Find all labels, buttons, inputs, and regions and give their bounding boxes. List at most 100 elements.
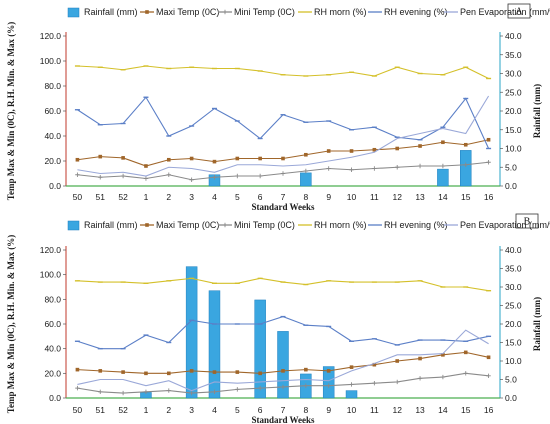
data-point-marker: [166, 172, 171, 177]
data-point-marker: [463, 350, 468, 355]
x-tick-label: 5: [235, 192, 240, 202]
rainfall-bar: [300, 172, 312, 187]
right-tick-label: 40.0: [505, 245, 522, 255]
legend-swatch-rainfall: [67, 220, 80, 231]
panel-tag-box: [507, 3, 531, 19]
data-point-marker: [372, 147, 377, 152]
rainfall-bar: [185, 266, 198, 399]
x-tick-label: 11: [370, 192, 379, 202]
legend-label: Rainfall (mm): [84, 220, 138, 230]
left-axis-label: Temp Max & Min (0C), R.H. Min. & Max (%): [6, 235, 16, 413]
legend-swatch-marker: [222, 9, 228, 15]
left-tick-label: 20.0: [44, 368, 61, 378]
data-point-marker: [395, 379, 400, 385]
right-tick-label: 25.0: [505, 87, 522, 97]
x-tick-label: 1: [144, 192, 149, 202]
right-tick-label: 20.0: [505, 106, 522, 116]
legend-label: Maxi Temp (0C): [156, 7, 219, 17]
right-tick-label: 35.0: [505, 50, 522, 60]
right-tick-label: 15.0: [505, 125, 522, 135]
data-point-marker: [418, 356, 422, 361]
data-point-marker: [98, 389, 103, 395]
data-point-marker: [463, 162, 468, 167]
x-tick-label: 7: [281, 192, 286, 202]
data-point-marker: [440, 374, 446, 380]
data-point-marker: [212, 370, 217, 374]
x-tick-label: 4: [212, 192, 217, 202]
x-tick-label: 2: [166, 192, 171, 202]
legend-label: Pen Evaporation (mm/week): [460, 7, 550, 17]
x-tick-label: 15: [461, 405, 471, 415]
legend-swatch-marker: [222, 222, 228, 228]
data-point-marker: [303, 383, 309, 388]
data-point-marker: [395, 146, 400, 151]
right-tick-label: 0.0: [505, 393, 517, 403]
rainfall-bar: [460, 150, 472, 187]
data-point-marker: [143, 389, 149, 395]
legend-label: Pen Evaporation (mm/week): [460, 220, 550, 230]
data-point-marker: [486, 355, 491, 360]
rainfall-bar: [208, 174, 221, 187]
data-point-marker: [395, 359, 400, 363]
data-point-marker: [235, 156, 240, 161]
data-point-marker: [280, 171, 286, 176]
x-axis-label: Standard Weeks: [251, 415, 315, 424]
data-point-marker: [326, 369, 331, 373]
x-tick-label: 9: [326, 405, 331, 415]
x-tick-label: 3: [189, 405, 194, 415]
data-point-marker: [75, 367, 80, 372]
panel-tag-label: A: [515, 7, 523, 18]
data-point-marker: [189, 177, 194, 182]
data-point-marker: [166, 371, 171, 376]
x-tick-label: 52: [118, 405, 128, 415]
data-point-marker: [326, 383, 331, 388]
data-point-marker: [395, 165, 400, 170]
legend-label: Maxi Temp (0C): [156, 220, 219, 230]
data-point-marker: [166, 388, 171, 393]
data-point-marker: [326, 149, 331, 153]
x-tick-label: 10: [347, 192, 357, 202]
left-tick-label: 60.0: [44, 106, 61, 116]
left-tick-label: 120.0: [40, 31, 62, 41]
data-point-marker: [189, 369, 194, 373]
x-tick-label: 7: [281, 405, 286, 415]
x-tick-label: 6: [258, 192, 263, 202]
data-point-marker: [235, 387, 240, 392]
data-point-marker: [349, 382, 354, 387]
legend-label: RH evening (%): [384, 7, 448, 17]
x-tick-label: 13: [415, 192, 425, 202]
data-point-marker: [235, 370, 240, 374]
rainfall-bar: [437, 168, 449, 187]
data-point-marker: [120, 173, 126, 179]
data-point-marker: [303, 168, 309, 174]
left-tick-label: 40.0: [44, 344, 61, 354]
x-tick-label: 14: [438, 405, 448, 415]
x-tick-label: 1: [144, 405, 149, 415]
chart-panel-b: B0.020.040.060.080.0100.0120.00.05.010.0…: [6, 213, 550, 424]
x-tick-label: 13: [415, 405, 425, 415]
right-tick-label: 35.0: [505, 264, 522, 274]
data-point-marker: [463, 142, 468, 147]
data-point-marker: [120, 390, 126, 396]
x-tick-label: 12: [392, 405, 402, 415]
data-point-marker: [349, 149, 354, 153]
data-point-marker: [189, 390, 194, 396]
panel-tag-box: [515, 213, 539, 229]
right-tick-label: 25.0: [505, 301, 522, 311]
data-point-marker: [281, 156, 285, 161]
legend-swatch-marker: [145, 10, 149, 14]
x-tick-label: 16: [484, 405, 494, 415]
x-tick-label: 10: [347, 405, 357, 415]
data-point-marker: [463, 371, 468, 376]
legend-swatch-marker: [145, 223, 149, 227]
x-tick-label: 50: [73, 405, 83, 415]
left-tick-label: 20.0: [44, 156, 61, 166]
data-point-marker: [257, 173, 263, 179]
x-tick-label: 51: [96, 405, 106, 415]
right-axis-label: Rainfall (mm): [532, 297, 542, 351]
data-point-marker: [121, 156, 125, 160]
data-point-marker: [143, 176, 149, 181]
x-tick-label: 50: [73, 192, 83, 202]
